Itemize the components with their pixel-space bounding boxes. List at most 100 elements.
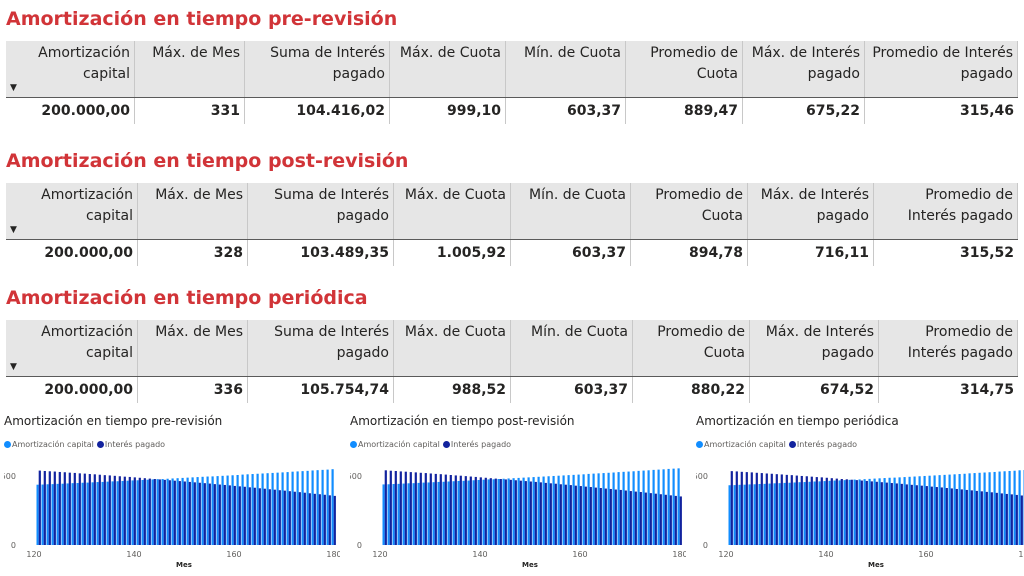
col-min-cuota[interactable]: Mín. de Cuota [506,41,626,97]
bar-amortizacion-capital [246,474,249,545]
bar-interes-pagado [654,493,657,545]
chart-legend: Amortización capital Interés pagado [696,440,860,449]
y-tick-label: 0 [357,541,362,550]
legend-item-interes[interactable]: Interés pagado [442,440,511,449]
legend-item-interes[interactable]: Interés pagado [788,440,857,449]
col-promedio-interes[interactable]: Promedio de Interés pagado [874,183,1018,239]
bar-amortizacion-capital [637,470,640,545]
chart-post-revision[interactable]: Amortización en tiempo post-revisión Amo… [350,412,686,572]
bar-interes-pagado [389,470,392,545]
bar-interes-pagado [519,480,522,545]
col-amortizacion-capital[interactable]: Amortización capital [6,183,138,239]
chart-pre-revision[interactable]: Amortización en tiempo pre-revisión Amor… [4,412,340,572]
col-promedio-cuota[interactable]: Promedio de Cuota [633,320,750,376]
bar-amortizacion-capital [672,468,675,545]
col-max-interes[interactable]: Máx. de Interés pagado [743,41,865,97]
legend-label: Amortización capital [704,440,786,449]
col-max-mes[interactable]: Máx. de Mes [135,41,245,97]
bar-amortizacion-capital [647,470,650,545]
bar-interes-pagado [589,487,592,545]
col-promedio-interes[interactable]: Promedio de Interés pagado [879,320,1018,376]
bar-amortizacion-capital [331,469,334,545]
bar-interes-pagado [544,482,547,545]
bar-amortizacion-capital [422,482,425,545]
bar-amortizacion-capital [883,478,886,545]
sort-descending-icon[interactable]: ▼ [10,83,17,93]
bar-amortizacion-capital [206,476,209,545]
x-tick-label: 120 [372,550,387,559]
bar-interes-pagado [434,473,437,545]
bar-interes-pagado [163,479,166,545]
bar-amortizacion-capital [818,481,821,545]
x-axis-label: Mes [868,561,884,569]
bar-interes-pagado [679,496,682,545]
bar-amortizacion-capital [276,472,279,545]
col-max-cuota[interactable]: Máx. de Cuota [390,41,506,97]
bar-amortizacion-capital [151,479,154,545]
bar-amortizacion-capital [447,481,450,545]
bar-amortizacion-capital [622,471,625,545]
bar-interes-pagado [644,492,647,545]
x-tick-label: 160 [226,550,241,559]
col-max-mes[interactable]: Máx. de Mes [138,183,248,239]
chart-periodica[interactable]: Amortización en tiempo periódica Amortiz… [696,412,1024,572]
bar-interes-pagado [93,474,96,545]
col-promedio-cuota[interactable]: Promedio de Cuota [626,41,743,97]
col-amortizacion-capital[interactable]: Amortización capital [6,41,135,97]
bar-interes-pagado [840,479,843,545]
bar-interes-pagado [198,482,201,545]
bar-amortizacion-capital [652,469,655,545]
col-suma-interes[interactable]: Suma de Interés pagado [248,183,394,239]
legend-dot-icon [788,441,796,448]
bar-interes-pagado [228,485,231,545]
bar-amortizacion-capital [286,472,289,545]
bar-amortizacion-capital [873,478,876,545]
legend-item-amortizacion[interactable]: Amortización capital [350,440,440,449]
value-promedio-cuota: 889,47 [626,98,743,124]
bar-interes-pagado [760,473,763,545]
bar-amortizacion-capital [918,476,921,545]
col-promedio-cuota[interactable]: Promedio de Cuota [631,183,748,239]
sort-descending-icon[interactable]: ▼ [10,362,17,372]
bar-amortizacion-capital [627,471,630,545]
bar-amortizacion-capital [597,473,600,545]
bar-amortizacion-capital [733,485,736,545]
bar-interes-pagado [143,478,146,545]
x-axis-label: Mes [176,561,192,569]
sort-descending-icon[interactable]: ▼ [10,225,17,235]
bar-amortizacion-capital [517,477,520,545]
bar-amortizacion-capital [923,475,926,545]
bar-interes-pagado [965,489,968,545]
col-suma-interes[interactable]: Suma de Interés pagado [248,320,394,376]
bar-amortizacion-capital [66,483,69,545]
table-periodica: Amortización capital Máx. de Mes Suma de… [6,320,1018,403]
legend-item-amortizacion[interactable]: Amortización capital [696,440,786,449]
bar-interes-pagado [674,495,677,545]
col-max-interes[interactable]: Máx. de Interés pagado [750,320,879,376]
bar-amortizacion-capital [988,472,991,545]
col-amortizacion-capital[interactable]: Amortización capital [6,320,138,376]
col-min-cuota[interactable]: Mín. de Cuota [511,320,633,376]
value-max-mes: 328 [138,240,248,266]
bar-amortizacion-capital [256,473,259,545]
bar-amortizacion-capital [617,472,620,545]
col-promedio-interes[interactable]: Promedio de Interés pagado [865,41,1018,97]
value-min-cuota: 603,37 [511,240,631,266]
col-suma-interes[interactable]: Suma de Interés pagado [245,41,390,97]
col-max-mes[interactable]: Máx. de Mes [138,320,248,376]
bar-interes-pagado [384,470,387,545]
legend-item-interes[interactable]: Interés pagado [96,440,165,449]
bar-amortizacion-capital [557,475,560,545]
bar-amortizacion-capital [221,475,224,545]
bar-interes-pagado [790,475,793,545]
value-max-cuota: 988,52 [394,377,511,403]
col-min-cuota[interactable]: Mín. de Cuota [511,183,631,239]
bar-interes-pagado [253,487,256,545]
col-max-interes[interactable]: Máx. de Interés pagado [748,183,874,239]
col-max-cuota[interactable]: Máx. de Cuota [394,320,511,376]
legend-item-amortizacion[interactable]: Amortización capital [4,440,94,449]
col-max-cuota[interactable]: Máx. de Cuota [394,183,511,239]
bar-interes-pagado [394,470,397,545]
y-tick-label: 500 [4,472,16,481]
bar-interes-pagado [138,477,141,545]
